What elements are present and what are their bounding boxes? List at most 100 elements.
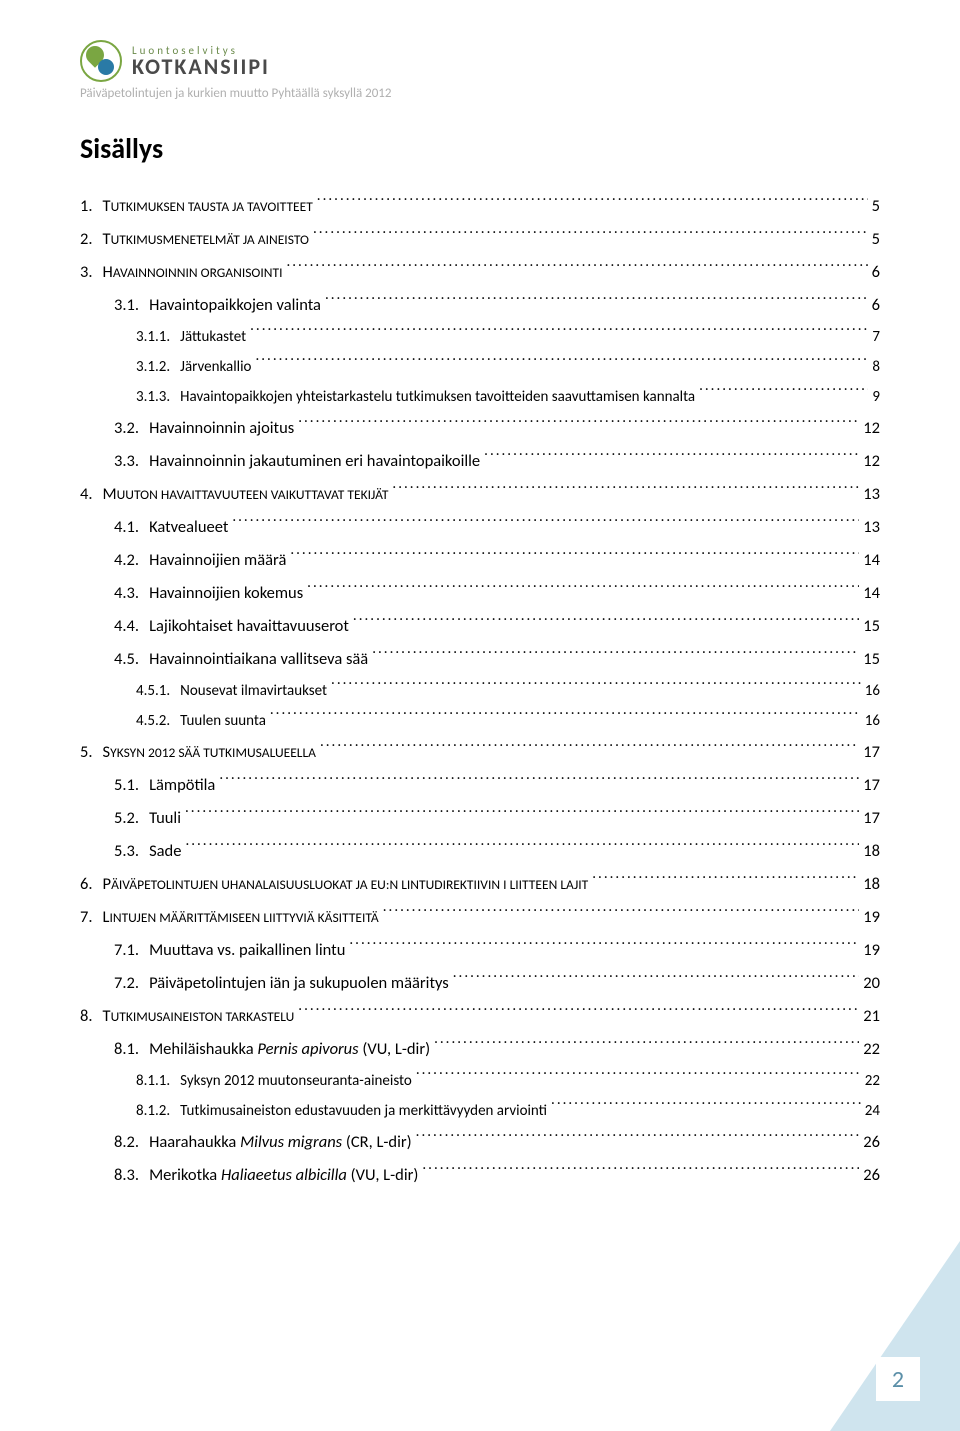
toc-entry[interactable]: 5.1.Lämpötila17 (80, 769, 880, 802)
toc-number: 3.2. (114, 412, 149, 445)
toc-leader-dots (286, 261, 867, 278)
toc-number: 4.3. (114, 577, 149, 610)
toc-leader-dots (434, 1038, 859, 1055)
toc-entry[interactable]: 3.1.1.Jättukastet7 (80, 322, 880, 352)
toc-number: 8.1.2. (136, 1096, 180, 1126)
toc-entry[interactable]: 6.PÄIVÄPETOLINTUJEN UHANALAISUUSLUOKAT J… (80, 868, 880, 901)
toc-entry[interactable]: 5.2.Tuuli17 (80, 802, 880, 835)
toc-leader-dots (416, 1131, 860, 1148)
toc-label: LINTUJEN MÄÄRITTÄMISEEN LIITTYVIÄ KÄSITT… (103, 901, 379, 934)
toc-page-number: 14 (863, 544, 880, 577)
toc-page-number: 6 (872, 256, 880, 289)
toc-leader-dots (320, 741, 859, 758)
toc-entry[interactable]: 4.1.Katvealueet13 (80, 511, 880, 544)
toc-leader-dots (383, 906, 860, 923)
toc-entry[interactable]: 7.LINTUJEN MÄÄRITTÄMISEEN LIITTYVIÄ KÄSI… (80, 901, 880, 934)
toc-entry[interactable]: 2.TUTKIMUSMENETELMÄT JA AINEISTO5 (80, 223, 880, 256)
toc-entry[interactable]: 7.1.Muuttava vs. paikallinen lintu19 (80, 934, 880, 967)
toc-leader-dots (453, 972, 860, 989)
toc-page-number: 13 (863, 511, 880, 544)
toc-number: 8.1.1. (136, 1066, 180, 1096)
toc-label: Merikotka Haliaeetus albicilla (VU, L-di… (149, 1159, 418, 1192)
toc-label: SYKSYN 2012 SÄÄ TUTKIMUSALUEELLA (103, 736, 316, 769)
toc-entry[interactable]: 5.SYKSYN 2012 SÄÄ TUTKIMUSALUEELLA 17 (80, 736, 880, 769)
toc-page-number: 21 (863, 1000, 880, 1033)
toc-entry[interactable]: 8.1.Mehiläishaukka Pernis apivorus (VU, … (80, 1033, 880, 1066)
table-of-contents: 1.TUTKIMUKSEN TAUSTA JA TAVOITTEET52.TUT… (80, 190, 880, 1192)
toc-page-number: 6 (872, 289, 880, 322)
toc-label: Havainnoijien kokemus (149, 577, 303, 610)
toc-number: 4.2. (114, 544, 149, 577)
toc-entry[interactable]: 1.TUTKIMUKSEN TAUSTA JA TAVOITTEET5 (80, 190, 880, 223)
page-number: 2 (876, 1357, 920, 1401)
toc-entry[interactable]: 4.MUUTON HAVAITTAVUUTEEN VAIKUTTAVAT TEK… (80, 478, 880, 511)
toc-label: Mehiläishaukka Pernis apivorus (VU, L-di… (149, 1033, 430, 1066)
toc-entry[interactable]: 4.5.Havainnointiaikana vallitseva sää15 (80, 643, 880, 676)
toc-page-number: 24 (865, 1096, 880, 1126)
toc-label: Päiväpetolintujen iän ja sukupuolen määr… (149, 967, 449, 1000)
toc-page-number: 5 (872, 223, 880, 256)
toc-page-number: 16 (865, 676, 880, 706)
toc-entry[interactable]: 5.3.Sade18 (80, 835, 880, 868)
toc-number: 7.2. (114, 967, 149, 1000)
toc-number: 4.5. (114, 643, 149, 676)
toc-page-number: 19 (863, 901, 880, 934)
toc-number: 4.5.2. (136, 706, 180, 736)
toc-entry[interactable]: 8.1.2.Tutkimusaineiston edustavuuden ja … (80, 1096, 880, 1126)
toc-page-number: 14 (863, 577, 880, 610)
toc-page-number: 26 (863, 1126, 880, 1159)
toc-label: PÄIVÄPETOLINTUJEN UHANALAISUUSLUOKAT JA … (103, 868, 589, 901)
toc-page-number: 17 (863, 736, 880, 769)
toc-entry[interactable]: 4.2.Havainnoijien määrä14 (80, 544, 880, 577)
toc-label: Järvenkallio (180, 352, 251, 382)
toc-number: 8.2. (114, 1126, 149, 1159)
toc-page-number: 15 (863, 610, 880, 643)
toc-number: 7.1. (114, 934, 149, 967)
toc-number: 5. (80, 736, 103, 769)
toc-entry[interactable]: 3.2.Havainnoinnin ajoitus 12 (80, 412, 880, 445)
toc-leader-dots (270, 710, 861, 725)
toc-entry[interactable]: 8.3.Merikotka Haliaeetus albicilla (VU, … (80, 1159, 880, 1192)
toc-label: Tuuli (149, 802, 181, 835)
toc-leader-dots (422, 1164, 859, 1181)
toc-entry[interactable]: 3.3.Havainnoinnin jakautuminen eri havai… (80, 445, 880, 478)
toc-page-number: 16 (865, 706, 880, 736)
toc-leader-dots (250, 326, 868, 341)
toc-leader-dots (185, 840, 859, 857)
toc-entry[interactable]: 3.HAVAINNOINNIN ORGANISOINTI6 (80, 256, 880, 289)
toc-entry[interactable]: 4.5.2.Tuulen suunta16 (80, 706, 880, 736)
toc-page-number: 20 (863, 967, 880, 1000)
toc-entry[interactable]: 8.1.1.Syksyn 2012 muutonseuranta-aineist… (80, 1066, 880, 1096)
toc-label: TUTKIMUSAINEISTON TARKASTELU (103, 1000, 295, 1033)
toc-leader-dots (349, 939, 859, 956)
toc-entry[interactable]: 8.TUTKIMUSAINEISTON TARKASTELU21 (80, 1000, 880, 1033)
toc-entry[interactable]: 4.3.Havainnoijien kokemus 14 (80, 577, 880, 610)
toc-leader-dots (325, 294, 868, 311)
toc-label: Haarahaukka Milvus migrans (CR, L-dir) (149, 1126, 412, 1159)
toc-number: 4. (80, 478, 103, 511)
logo-title: KOTKANSIIPI (132, 56, 270, 78)
toc-label: Sade (149, 835, 181, 868)
toc-leader-dots (551, 1100, 861, 1115)
toc-label: Havainnoinnin ajoitus (149, 412, 294, 445)
toc-page-number: 12 (863, 445, 880, 478)
page-title: Sisällys (80, 131, 880, 166)
toc-label: Jättukastet (180, 322, 246, 352)
toc-entry[interactable]: 3.1.2.Järvenkallio8 (80, 352, 880, 382)
toc-entry[interactable]: 4.4.Lajikohtaiset havaittavuuserot15 (80, 610, 880, 643)
toc-leader-dots (392, 483, 859, 500)
toc-entry[interactable]: 4.5.1.Nousevat ilmavirtaukset16 (80, 676, 880, 706)
toc-number: 4.5.1. (136, 676, 180, 706)
toc-page-number: 13 (863, 478, 880, 511)
toc-page-number: 17 (863, 769, 880, 802)
toc-page-number: 9 (872, 382, 880, 412)
toc-entry[interactable]: 3.1.3.Havaintopaikkojen yhteistarkastelu… (80, 382, 880, 412)
toc-entry[interactable]: 3.1.Havaintopaikkojen valinta6 (80, 289, 880, 322)
page-header: Luontoselvitys KOTKANSIIPI Päiväpetolint… (80, 40, 880, 101)
toc-page-number: 12 (863, 412, 880, 445)
toc-entry[interactable]: 7.2.Päiväpetolintujen iän ja sukupuolen … (80, 967, 880, 1000)
toc-leader-dots (317, 195, 868, 212)
toc-entry[interactable]: 8.2.Haarahaukka Milvus migrans (CR, L-di… (80, 1126, 880, 1159)
toc-label: Lämpötila (149, 769, 215, 802)
toc-leader-dots (232, 516, 859, 533)
